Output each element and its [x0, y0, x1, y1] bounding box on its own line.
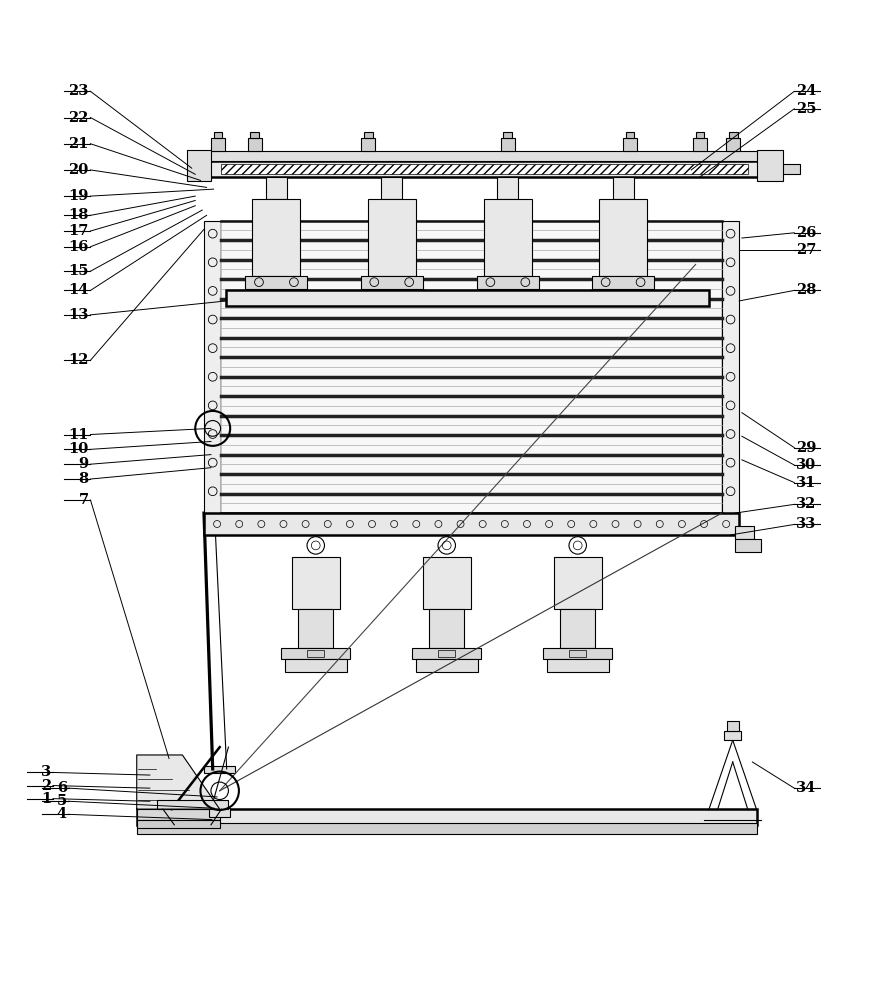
Bar	[726, 721, 738, 731]
Bar	[222, 164, 748, 174]
Text: 23: 23	[68, 84, 88, 98]
Bar	[299, 609, 333, 648]
Text: 25: 25	[796, 102, 816, 116]
Bar	[248, 138, 262, 151]
Bar	[307, 650, 324, 657]
Bar	[413, 648, 481, 659]
Text: 7: 7	[79, 493, 88, 507]
Bar	[504, 132, 512, 138]
Bar	[251, 132, 259, 138]
Text: 20: 20	[68, 163, 88, 177]
Text: 3: 3	[41, 765, 51, 779]
Bar	[214, 132, 223, 138]
Text: 1: 1	[41, 792, 51, 806]
Bar	[292, 557, 340, 609]
Bar	[285, 659, 347, 672]
Bar	[209, 808, 230, 817]
Bar	[484, 199, 532, 276]
Bar	[722, 221, 739, 513]
Text: 8: 8	[79, 472, 88, 486]
Bar	[477, 276, 539, 289]
Bar	[625, 132, 634, 138]
Bar	[204, 221, 222, 513]
Bar	[226, 290, 709, 306]
Text: 22: 22	[68, 111, 88, 125]
Bar	[429, 609, 464, 648]
Text: 28: 28	[796, 283, 816, 297]
Text: 10: 10	[68, 442, 88, 456]
Text: 5: 5	[57, 794, 67, 808]
Bar	[592, 276, 654, 289]
Bar	[361, 138, 375, 151]
Text: 15: 15	[68, 264, 88, 278]
Text: 6: 6	[57, 781, 67, 795]
Bar	[204, 766, 236, 773]
Bar	[569, 650, 586, 657]
Bar	[157, 800, 229, 809]
Bar	[266, 177, 287, 199]
Text: 19: 19	[68, 189, 88, 203]
Bar	[252, 199, 300, 276]
Bar	[204, 513, 739, 535]
Text: 27: 27	[796, 243, 816, 257]
Bar	[416, 659, 477, 672]
Bar	[222, 221, 722, 513]
Bar	[361, 276, 423, 289]
Bar	[364, 132, 372, 138]
Bar	[547, 659, 609, 672]
Bar	[696, 132, 704, 138]
Bar	[501, 138, 515, 151]
Text: 18: 18	[68, 208, 88, 222]
Text: 2: 2	[41, 779, 51, 793]
Text: 33: 33	[796, 517, 816, 531]
Bar	[195, 151, 774, 161]
Text: 31: 31	[796, 476, 816, 490]
Bar	[211, 138, 225, 151]
Bar	[498, 177, 519, 199]
Bar	[245, 276, 307, 289]
Bar	[381, 177, 402, 199]
Text: 32: 32	[796, 497, 816, 511]
Bar	[554, 557, 602, 609]
Bar	[599, 199, 647, 276]
Text: 13: 13	[68, 308, 88, 322]
Text: 14: 14	[68, 283, 88, 297]
Text: 21: 21	[68, 137, 88, 151]
Text: 12: 12	[68, 353, 88, 367]
Bar	[137, 820, 220, 828]
Bar	[693, 138, 707, 151]
Text: 30: 30	[796, 458, 816, 472]
Bar	[735, 526, 754, 539]
Bar	[137, 809, 220, 820]
Bar	[438, 650, 456, 657]
Bar	[423, 557, 470, 609]
Text: 24: 24	[796, 84, 816, 98]
Bar	[281, 648, 350, 659]
Bar	[543, 648, 612, 659]
Bar	[623, 138, 637, 151]
Text: 34: 34	[796, 781, 816, 795]
Bar	[729, 132, 738, 138]
Bar	[774, 164, 801, 174]
Bar	[368, 199, 416, 276]
Text: 9: 9	[79, 457, 88, 471]
Bar	[757, 150, 783, 181]
Bar	[187, 150, 211, 181]
Bar	[561, 609, 595, 648]
Text: 17: 17	[68, 224, 88, 238]
Bar	[137, 823, 757, 834]
Text: 26: 26	[796, 226, 816, 240]
Bar	[735, 539, 761, 552]
Text: 16: 16	[68, 240, 88, 254]
Text: 4: 4	[57, 807, 67, 821]
Bar	[612, 177, 633, 199]
Bar	[726, 138, 740, 151]
Text: 29: 29	[796, 441, 816, 455]
Polygon shape	[137, 755, 220, 809]
Bar	[724, 731, 741, 740]
Bar	[137, 809, 757, 825]
Bar	[195, 161, 774, 177]
Text: 11: 11	[68, 428, 88, 442]
